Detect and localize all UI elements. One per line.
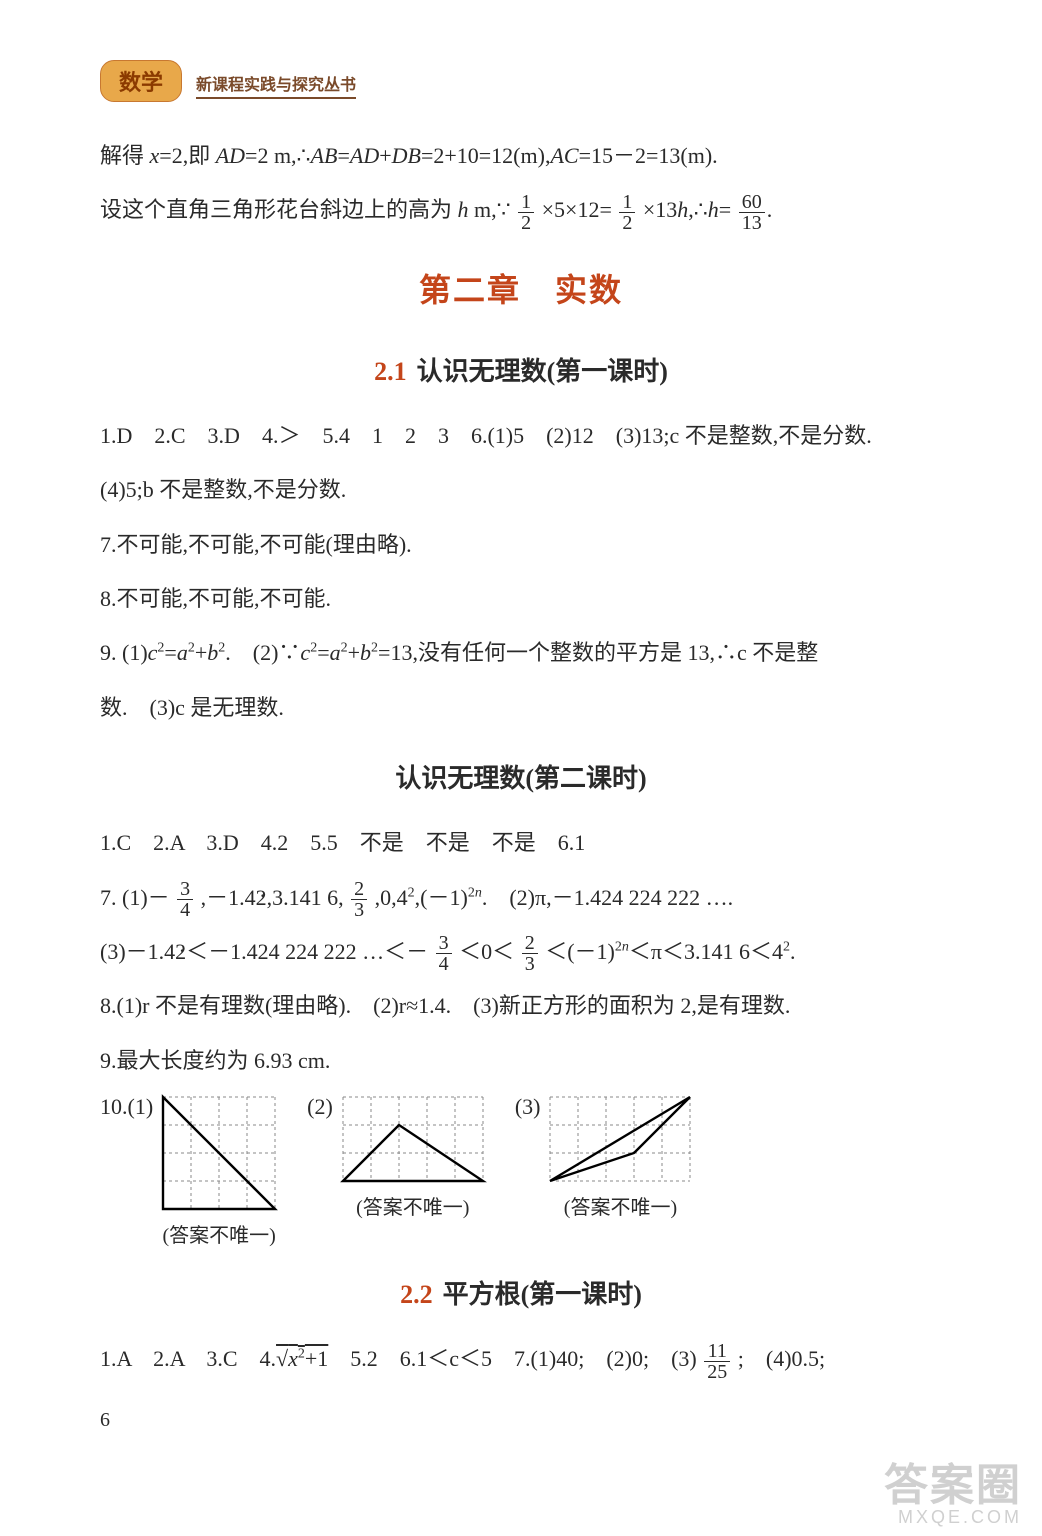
s21-p1: 1.D 2.C 3.D 4.＞ 5.4 1 2 3 6.(1)5 (2)12 (… (100, 412, 942, 460)
page-number: 6 (100, 1409, 942, 1432)
watermark: 答案圈 MXQE.COM (884, 1464, 1022, 1526)
s21b-p1: 1.C 2.A 3.D 4.2 5.5 不是 不是 不是 6.1 (100, 819, 942, 867)
q10-figures: 10.(1) (答案不唯一) (2) (答案不唯一) (3) (答案不唯一) (100, 1093, 942, 1248)
q10-caption-2: (答案不唯一) (356, 1191, 469, 1220)
chapter-title: 第二章 实数 (100, 265, 942, 311)
q10-label-3: (3) (515, 1093, 541, 1122)
grid-figure-2 (339, 1093, 487, 1185)
s21b-p5: 9.最大长度约为 6.93 cm. (100, 1037, 942, 1085)
section-2-1-title: 2.1认识无理数(第一课时) (100, 351, 942, 388)
s21-p3: 7.不可能,不可能,不可能(理由略). (100, 521, 942, 569)
subject-badge: 数学 (100, 60, 182, 102)
series-title: 新课程实践与探究丛书 (196, 71, 356, 99)
s22-p1: 1.A 2.A 3.C 4.√x2+1 5.2 6.1＜c＜5 7.(1)40;… (100, 1335, 942, 1383)
intro-line-1: 解得 x=2,即 AD=2 m,∴AB=AD+DB=2+10=12(m),AC=… (100, 132, 942, 180)
s21-p4: 8.不可能,不可能,不可能. (100, 575, 942, 623)
s21-p6: 数. (3)c 是无理数. (100, 684, 942, 732)
section-2-2-title: 2.2平方根(第一课时) (100, 1274, 942, 1311)
q10-caption-1: (答案不唯一) (162, 1219, 275, 1248)
q10-label-1: 10.(1) (100, 1093, 153, 1122)
q10-label-2: (2) (307, 1093, 333, 1122)
section-2-1b-title: 认识无理数(第二课时) (100, 758, 942, 795)
page-header: 数学 新课程实践与探究丛书 (100, 60, 942, 102)
q10-fig-2: (答案不唯一) (339, 1093, 487, 1220)
grid-figure-3 (546, 1093, 694, 1185)
q10-caption-3: (答案不唯一) (564, 1191, 677, 1220)
intro-line-2: 设这个直角三角形花台斜边上的高为 h m,∵ 12 ×5×12= 12 ×13h… (100, 186, 942, 234)
grid-figure-1 (159, 1093, 279, 1213)
s21-p5: 9. (1)c2=a2+b2. (2)∵c2=a2+b2=13,没有任何一个整数… (100, 629, 942, 677)
q10-fig-3: (答案不唯一) (546, 1093, 694, 1220)
q10-fig-1: (答案不唯一) (159, 1093, 279, 1248)
s21-p2: (4)5;b 不是整数,不是分数. (100, 466, 942, 514)
s21b-p2: 7. (1)－ 34 ,－1.42,3.141 6, 23 ,0,42,(－1)… (100, 874, 942, 922)
s21b-p4: 8.(1)r 不是有理数(理由略). (2)r≈1.4. (3)新正方形的面积为… (100, 982, 942, 1030)
s21b-p3: (3)－1.42＜－1.424 224 222 …＜－ 34 ＜0＜ 23 ＜(… (100, 928, 942, 976)
